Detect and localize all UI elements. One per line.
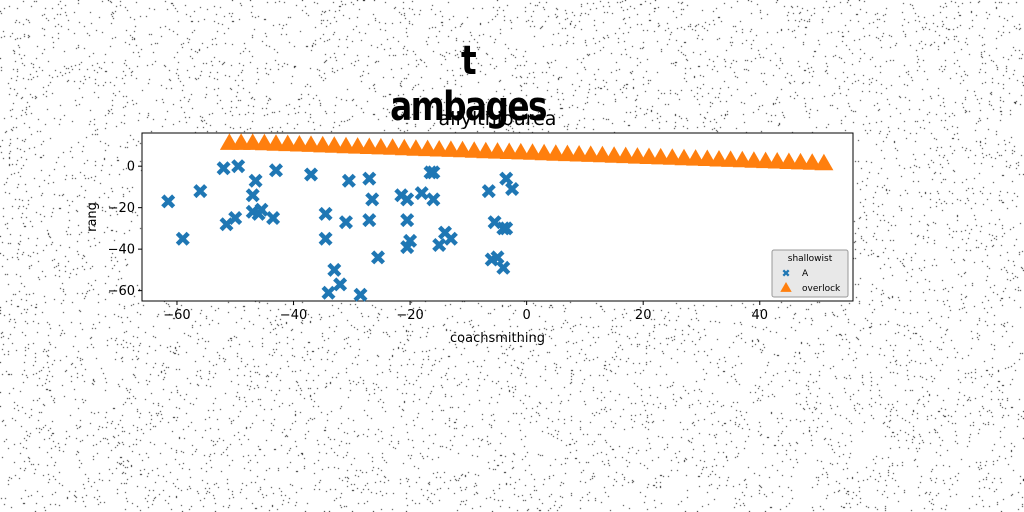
point-a (490, 250, 505, 265)
x-tick-label: −60 (163, 308, 190, 323)
legend-marker-overlock (780, 282, 792, 292)
point-a (414, 186, 429, 201)
point-a (496, 260, 511, 275)
point-overlock (581, 145, 601, 162)
point-overlock (453, 140, 472, 158)
y-tick-label: −40 (108, 243, 135, 258)
point-a (481, 184, 496, 199)
point-overlock (662, 148, 682, 165)
point-overlock (814, 153, 834, 171)
legend-box (771, 249, 849, 298)
axis-ticks: −60 −40 −20 0 20 40 0 −20 −40 −60 (108, 160, 768, 323)
point-overlock (429, 140, 449, 157)
point-a (318, 206, 333, 221)
point-a (269, 163, 283, 178)
point-overlock (592, 145, 612, 163)
point-overlock (616, 146, 636, 164)
point-a (432, 238, 447, 252)
point-a (362, 213, 377, 228)
x-tick-label: 0 (522, 308, 530, 323)
point-overlock (557, 144, 577, 162)
point-overlock (476, 141, 496, 159)
y-tick-label: −20 (108, 201, 135, 216)
point-a (353, 287, 368, 302)
point-a (175, 231, 190, 246)
point-a (499, 171, 514, 186)
legend: shallowist A overlock (771, 249, 849, 298)
x-tick-label: −40 (280, 308, 307, 323)
point-overlock (243, 133, 263, 150)
point-a (254, 202, 269, 217)
point-a (426, 165, 441, 180)
point-a (216, 161, 231, 176)
point-a (321, 285, 336, 300)
point-a (193, 184, 208, 199)
point-overlock (767, 152, 787, 169)
point-overlock (744, 151, 764, 168)
point-overlock (266, 134, 286, 151)
point-overlock (488, 142, 507, 159)
point-a (327, 262, 342, 277)
point-overlock (348, 137, 368, 154)
x-tick-label: 40 (751, 308, 768, 323)
point-overlock (639, 147, 659, 164)
point-a (339, 215, 353, 230)
point-a (245, 188, 260, 203)
point-a (248, 173, 263, 188)
point-overlock (371, 137, 391, 155)
point-overlock (406, 139, 426, 156)
legend-title: shallowist (788, 254, 833, 264)
y-tick-label: −60 (108, 284, 135, 299)
legend-label-a: A (802, 269, 809, 279)
point-overlock (697, 149, 717, 166)
point-overlock (802, 153, 822, 170)
plot-title: allylthiourea (439, 108, 557, 130)
point-a (266, 211, 281, 225)
point-a (403, 233, 418, 248)
point-a (426, 192, 441, 207)
figure-suptitle: t ambages (390, 38, 547, 130)
series-layer (161, 133, 834, 302)
point-a (362, 171, 377, 186)
point-overlock (278, 134, 298, 152)
point-overlock (383, 138, 403, 155)
x-tick-label: −20 (396, 308, 423, 323)
point-overlock (301, 135, 321, 152)
point-a (499, 221, 514, 236)
series-overlock (219, 133, 834, 171)
point-a (400, 213, 415, 228)
point-a (228, 211, 243, 225)
point-a (304, 167, 318, 182)
point-a (161, 194, 176, 209)
series-a (161, 159, 520, 302)
y-tick-label: 0 (127, 160, 135, 175)
point-a (505, 182, 520, 196)
point-a (318, 231, 333, 246)
x-axis-label: coachsmithing (450, 331, 545, 346)
point-a (365, 192, 380, 207)
point-a (231, 159, 246, 174)
point-overlock (324, 136, 344, 153)
point-a (341, 173, 356, 188)
legend-label-overlock: overlock (802, 284, 841, 294)
point-overlock (534, 143, 554, 161)
x-tick-label: 20 (635, 308, 652, 323)
point-overlock (721, 150, 741, 167)
point-overlock (686, 149, 706, 166)
point-a (400, 192, 415, 207)
point-overlock (511, 142, 531, 160)
y-axis-label: rang (85, 202, 100, 232)
point-a (371, 250, 385, 265)
point-a (333, 277, 348, 292)
point-overlock (791, 152, 810, 170)
legend-marker-a (782, 269, 790, 277)
point-a (443, 231, 458, 246)
